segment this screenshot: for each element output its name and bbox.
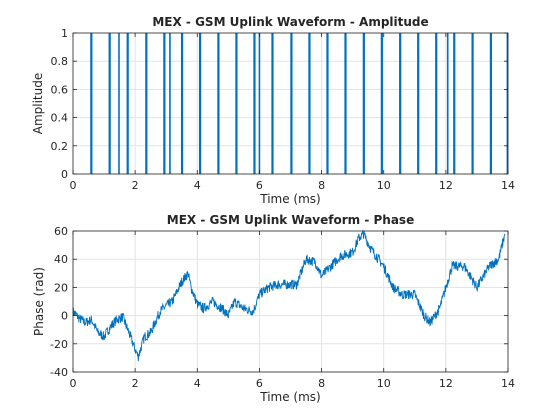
x-tick-label: 14 [501,179,515,192]
y-tick-label: 0.4 [51,112,69,125]
y-tick-label: 60 [54,225,68,238]
y-tick-label: 0 [61,310,68,323]
y-tick-label: 0.8 [51,55,69,68]
subplot-2: 0 2 4 6 8 10 12 14 -40 -20 0 20 40 60 MEX - GSM Uplink… [32,213,515,404]
x-tick-label: 10 [377,179,391,192]
x-tick-label: 0 [70,377,77,390]
axes-box [72,230,509,373]
y-tick-label: -40 [50,366,68,379]
chart-title: MEX - GSM Uplink Waveform - Phase [167,213,414,227]
x-tick-label: 12 [439,179,453,192]
y-tick-label: 40 [54,253,68,266]
x-tick-label: 10 [377,377,391,390]
subplot-1: 0 2 4 6 8 10 12 14 0 0.2 0.4 0.6 0.8 1 MEX - GSM Uplin… [31,15,515,206]
x-tick-label: 4 [194,179,201,192]
y-tick-label: 0 [61,168,68,181]
x-tick-label: 12 [439,377,453,390]
y-axis-label: Phase (rad) [32,267,46,336]
x-tick-label: 14 [501,377,515,390]
x-tick-label: 8 [318,179,325,192]
x-tick-label: 2 [132,377,139,390]
x-tick-label: 2 [132,179,139,192]
y-tick-label: 1 [61,27,68,40]
amplitude-series [90,33,509,174]
axes-box [72,32,509,175]
x-tick-label: 6 [256,377,263,390]
x-tick-label: 6 [256,179,263,192]
x-axis-label: Time (ms) [259,192,321,206]
x-tick-label: 8 [318,377,325,390]
y-tick-label: 0.6 [51,83,69,96]
x-axis-label: Time (ms) [259,390,321,404]
y-tick-label: 0.2 [51,140,69,153]
chart-title: MEX - GSM Uplink Waveform - Amplitude [152,15,428,29]
phase-series [72,229,506,362]
y-tick-label: -20 [50,338,68,351]
y-tick-label: 20 [54,281,68,294]
x-tick-label: 4 [194,377,201,390]
x-tick-label: 0 [70,179,77,192]
plot-area [73,231,508,372]
y-axis-label: Amplitude [31,73,45,135]
